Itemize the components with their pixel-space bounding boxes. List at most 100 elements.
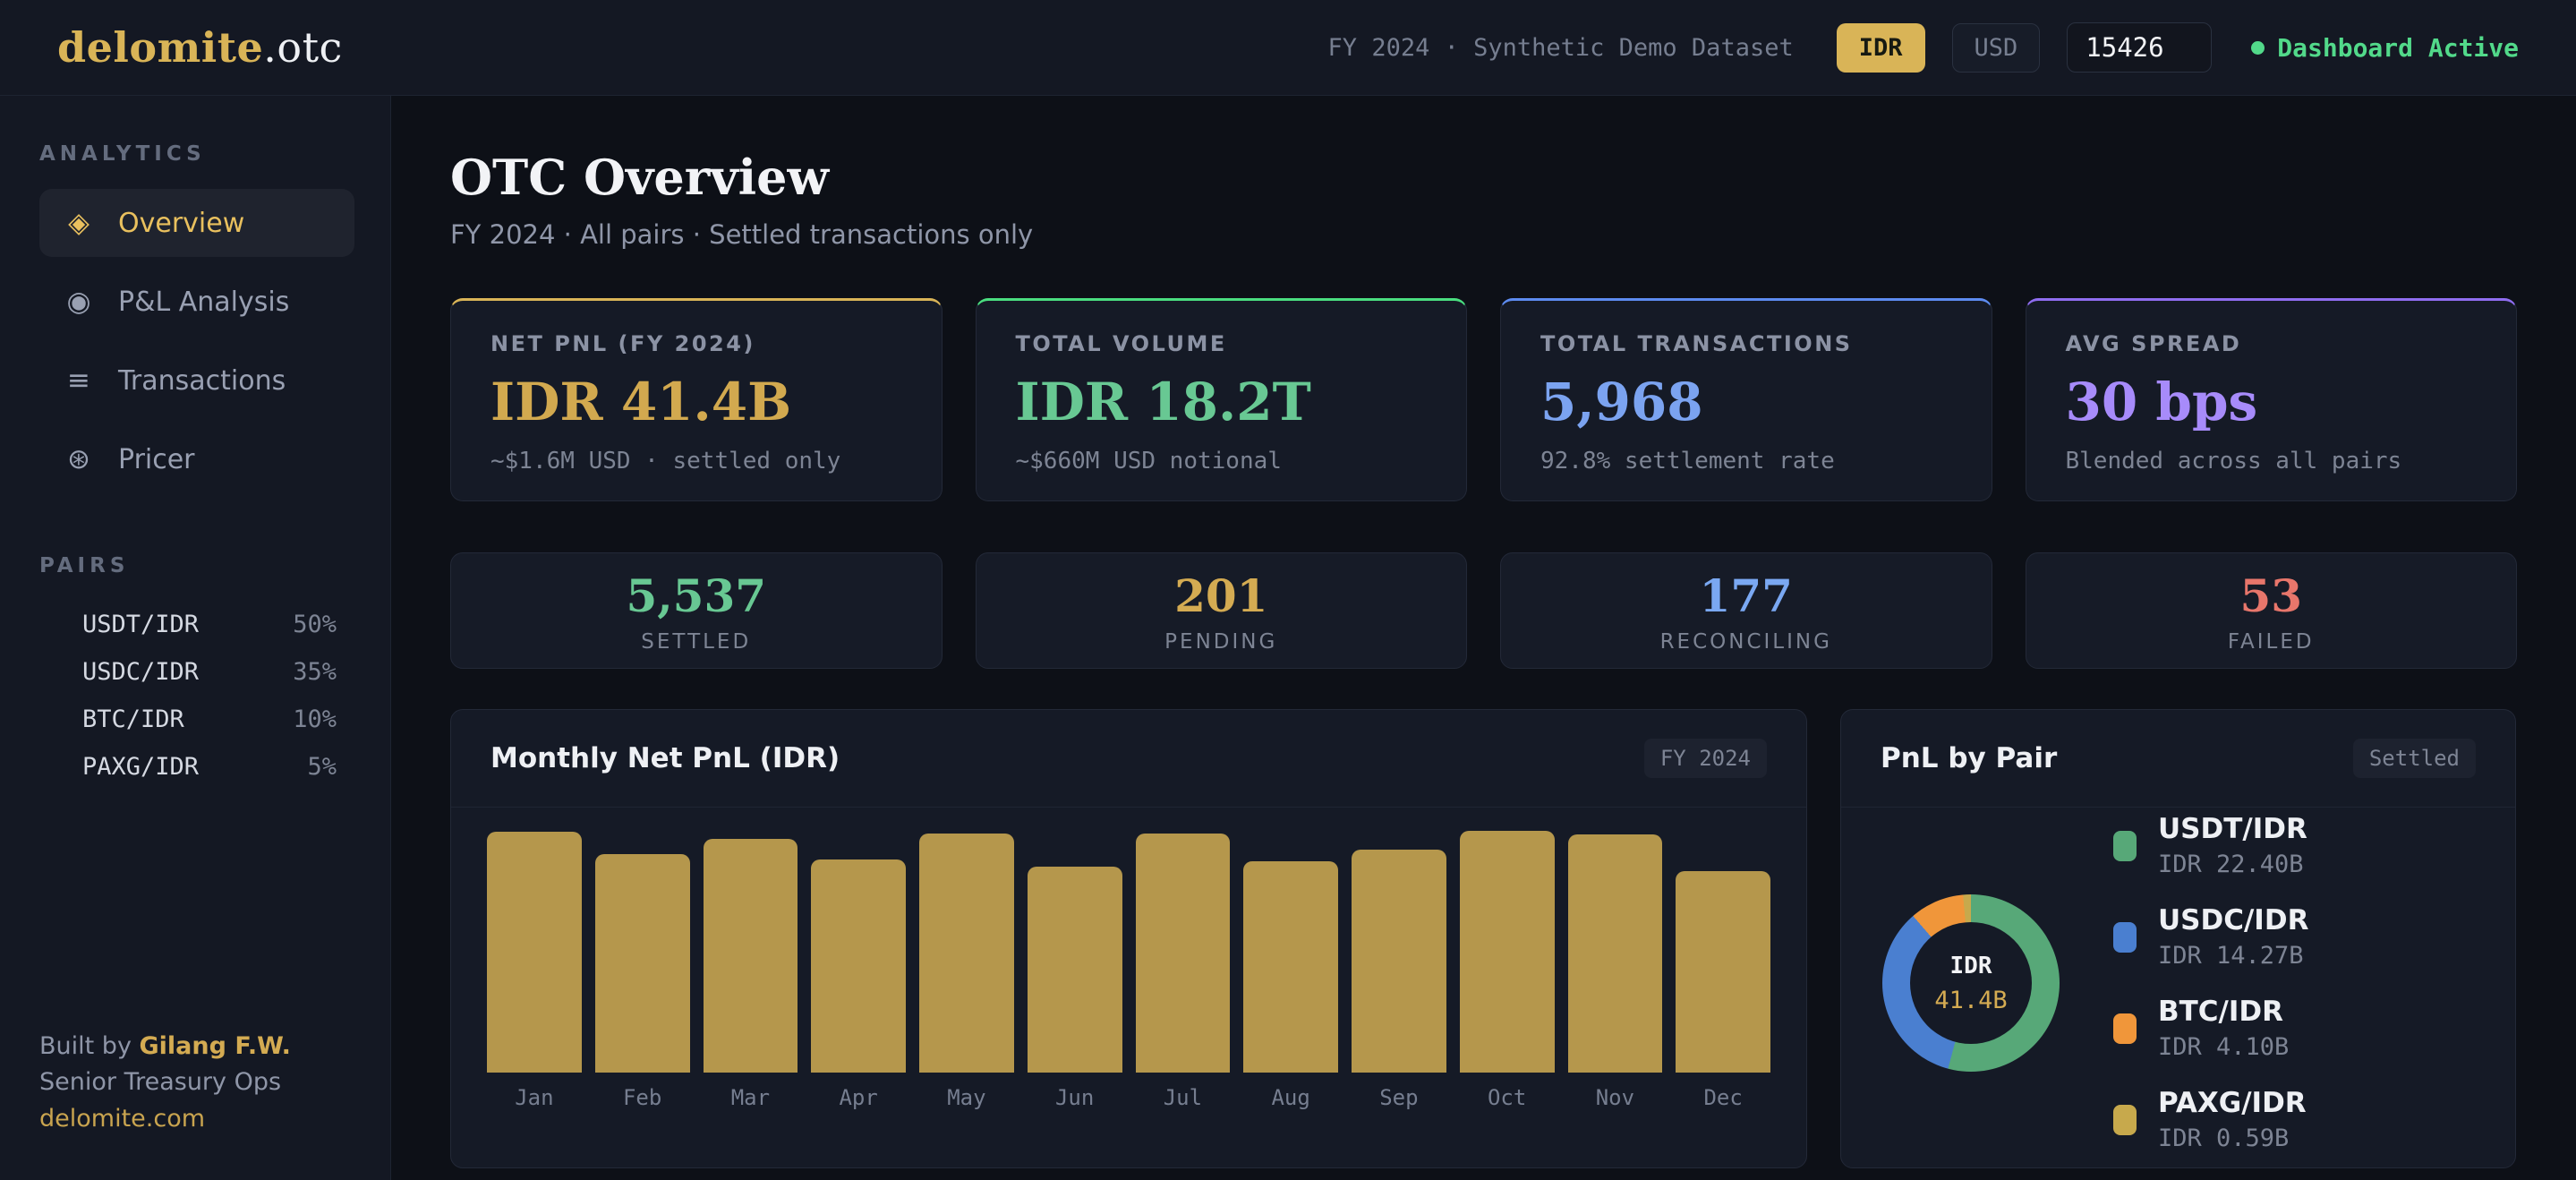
sidebar-item-pricer[interactable]: ⊛ Pricer <box>39 425 354 493</box>
logo-suffix: .otc <box>263 23 343 72</box>
bar-aug[interactable] <box>1243 860 1338 1073</box>
bar-jan[interactable] <box>487 831 582 1073</box>
mini-stats-row: 5,537 SETTLED 201 PENDING 177 RECONCILIN… <box>450 552 2517 670</box>
circle-dot-icon: ◉ <box>66 286 91 318</box>
mini-stat-label: RECONCILING <box>1659 630 1832 654</box>
pnl-donut-chart[interactable]: IDR 41.4B <box>1882 894 2060 1073</box>
mini-stat-pending: 201 PENDING <box>975 552 1467 670</box>
legend-swatch-usdc <box>2113 922 2137 953</box>
author-role: Senior Treasury Ops <box>39 1068 282 1096</box>
bar-dec[interactable] <box>1676 870 1770 1073</box>
legend-swatch-usdt <box>2113 830 2137 861</box>
built-by-line: Built by Gilang F.W. <box>39 1029 354 1065</box>
sidebar-item-label: P&L Analysis <box>118 286 290 318</box>
sidebar-item-label: Overview <box>118 207 245 239</box>
bar-label-jul: Jul <box>1163 1085 1203 1111</box>
legend-item-paxg-idr: PAXG/IDR IDR 0.59B <box>2113 1088 2308 1152</box>
legend-pair-value: IDR 14.27B <box>2158 942 2304 971</box>
bar-label-sep: Sep <box>1379 1085 1419 1111</box>
bar-label-jun: Jun <box>1054 1085 1095 1111</box>
legend-pair-name: PAXG/IDR <box>2158 1087 2307 1120</box>
stat-card-sub: ~$660M USD notional <box>1015 448 1282 475</box>
list-icon: ≡ <box>67 364 90 397</box>
mini-stat-value: 177 <box>1699 569 1793 623</box>
mini-stat-reconciling: 177 RECONCILING <box>1500 552 1992 670</box>
main-content: OTC Overview FY 2024 · All pairs · Settl… <box>391 96 2576 1180</box>
bar-label-apr: Apr <box>839 1085 878 1111</box>
monthly-bar-chart: Jan Feb Mar Apr May Jun Jul Aug Sep Oct Nov Dec <box>451 808 1806 1167</box>
pair-share: 5% <box>307 753 337 781</box>
sidebar-item-label: Transactions <box>118 364 286 397</box>
sidebar-item-overview[interactable]: ◈ Overview <box>39 189 354 257</box>
bar-jul[interactable] <box>1135 834 1231 1073</box>
currency-idr-button[interactable]: IDR <box>1836 22 1925 73</box>
stat-cards-row: NET PNL (FY 2024) IDR 41.4B ~$1.6M USD ·… <box>450 298 2517 502</box>
usd-rate-input[interactable] <box>2067 22 2213 73</box>
sidebar: ANALYTICS ◈ Overview ◉ P&L Analysis ≡ Tr… <box>0 96 391 1180</box>
legend-pair-name: USDT/IDR <box>2158 812 2307 845</box>
donut-center: IDR 41.4B <box>1910 922 2032 1045</box>
bar-label-aug: Aug <box>1271 1085 1310 1111</box>
stat-card-1: TOTAL VOLUME IDR 18.2T ~$660M USD notion… <box>975 298 1467 502</box>
mini-stat-label: FAILED <box>2227 630 2315 654</box>
pair-name: PAXG/IDR <box>82 753 200 781</box>
pair-name: USDC/IDR <box>82 658 200 686</box>
legend-pair-value: IDR 0.59B <box>2158 1124 2290 1153</box>
dashboard-status: Dashboard Active <box>2251 33 2519 63</box>
bar-label-feb: Feb <box>622 1085 662 1111</box>
page-subtitle: FY 2024 · All pairs · Settled transactio… <box>450 219 1034 251</box>
monthly-chart-badge: FY 2024 <box>1643 739 1767 779</box>
legend-item-usdc-idr: USDC/IDR IDR 14.27B <box>2113 905 2308 970</box>
bar-feb[interactable] <box>594 854 690 1073</box>
built-by-prefix: Built by <box>39 1031 140 1060</box>
app-logo: delomite.otc <box>57 23 343 72</box>
analytics-section-label: ANALYTICS <box>39 142 206 166</box>
by-pair-chart-title: PnL by Pair <box>1881 742 2058 775</box>
legend-item-btc-idr: BTC/IDR IDR 4.10B <box>2113 996 2308 1061</box>
asterisk-icon: ⊛ <box>67 443 90 475</box>
stat-card-sub: ~$1.6M USD · settled only <box>490 448 841 475</box>
by-pair-chart-badge: Settled <box>2352 739 2476 779</box>
monthly-bar-labels: Jan Feb Mar Apr May Jun Jul Aug Sep Oct Nov Dec <box>487 1073 1770 1110</box>
legend-pair-name: USDC/IDR <box>2158 904 2309 936</box>
bar-oct[interactable] <box>1459 831 1555 1073</box>
pair-row-btc-idr: BTC/IDR 10% <box>39 696 354 743</box>
bar-apr[interactable] <box>811 859 906 1073</box>
site-link[interactable]: delomite.com <box>39 1104 206 1133</box>
legend-item-usdt-idr: USDT/IDR IDR 22.40B <box>2113 814 2308 878</box>
page-title: OTC Overview <box>450 149 829 206</box>
sidebar-item-label: Pricer <box>118 443 195 475</box>
mini-stat-value: 5,537 <box>626 569 767 623</box>
stat-card-0: NET PNL (FY 2024) IDR 41.4B ~$1.6M USD ·… <box>450 298 943 502</box>
stat-card-sub: Blended across all pairs <box>2065 448 2402 475</box>
pair-row-paxg-idr: PAXG/IDR 5% <box>39 743 354 791</box>
stat-card-value: 5,968 <box>1540 372 1703 433</box>
sidebar-item-transactions[interactable]: ≡ Transactions <box>39 346 354 415</box>
pair-share: 35% <box>293 658 337 686</box>
currency-usd-button[interactable]: USD <box>1951 22 2041 73</box>
bar-nov[interactable] <box>1567 834 1663 1073</box>
bar-label-nov: Nov <box>1595 1085 1635 1111</box>
monthly-chart-title: Monthly Net PnL (IDR) <box>490 742 840 775</box>
charts-row: Monthly Net PnL (IDR) FY 2024 Jan Feb Mar A… <box>450 709 2517 1169</box>
bar-sep[interactable] <box>1352 849 1446 1073</box>
status-label: Dashboard Active <box>2277 32 2519 63</box>
legend-swatch-paxg <box>2113 1105 2137 1136</box>
pair-name: BTC/IDR <box>82 705 184 733</box>
legend-pair-name: BTC/IDR <box>2158 996 2283 1029</box>
bar-label-oct: Oct <box>1487 1085 1527 1111</box>
pair-row-usdt-idr: USDT/IDR 50% <box>39 601 354 648</box>
bar-may[interactable] <box>919 834 1014 1073</box>
legend-swatch-btc <box>2113 1013 2137 1045</box>
pair-name: USDT/IDR <box>82 611 200 638</box>
bar-mar[interactable] <box>703 838 798 1073</box>
stat-card-value: IDR 18.2T <box>1015 372 1311 433</box>
mini-stat-value: 201 <box>1174 569 1268 623</box>
sidebar-item-pnl-analysis[interactable]: ◉ P&L Analysis <box>39 268 354 336</box>
mini-stat-label: SETTLED <box>641 630 752 654</box>
stat-card-label: TOTAL VOLUME <box>1015 331 1227 357</box>
dataset-meta: FY 2024 · Synthetic Demo Dataset <box>1327 33 1794 62</box>
stat-card-value: 30 bps <box>2065 372 2258 433</box>
bar-jun[interactable] <box>1027 866 1122 1073</box>
stat-card-label: TOTAL TRANSACTIONS <box>1540 331 1853 357</box>
